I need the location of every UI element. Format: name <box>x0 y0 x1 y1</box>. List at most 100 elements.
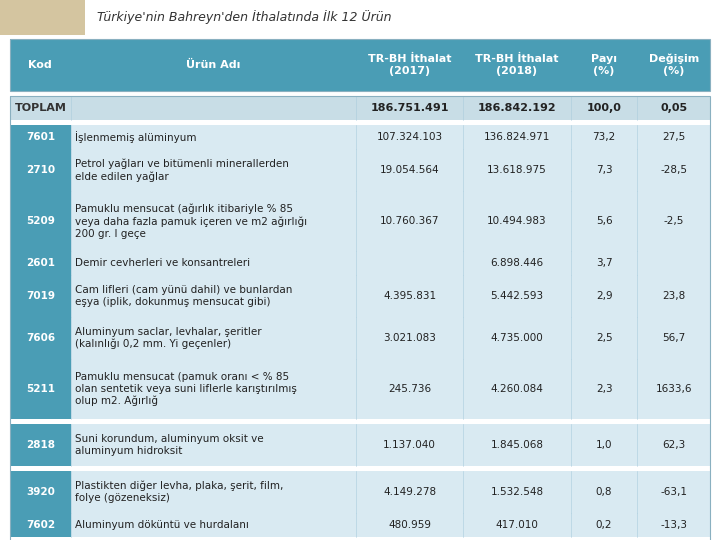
Text: Türkiye'nin Bahreyn'den İthalatında İlk 12 Ürün: Türkiye'nin Bahreyn'den İthalatında İlk … <box>97 10 392 24</box>
Text: 4.260.084: 4.260.084 <box>490 384 544 394</box>
Text: 2818: 2818 <box>26 440 55 450</box>
Bar <box>10 471 710 513</box>
Text: 1.532.548: 1.532.548 <box>490 487 544 497</box>
Bar <box>10 96 710 120</box>
Text: 3,7: 3,7 <box>595 258 613 268</box>
Bar <box>10 424 71 466</box>
Text: -2,5: -2,5 <box>664 216 684 226</box>
Text: 10.494.983: 10.494.983 <box>487 216 547 226</box>
Text: 136.824.971: 136.824.971 <box>484 132 550 142</box>
Text: 2,9: 2,9 <box>595 291 613 301</box>
Text: 5209: 5209 <box>26 216 55 226</box>
Bar <box>10 191 71 251</box>
Bar <box>10 251 71 275</box>
Text: 6.898.446: 6.898.446 <box>490 258 544 268</box>
Bar <box>10 191 710 251</box>
Text: 23,8: 23,8 <box>662 291 685 301</box>
Text: 5211: 5211 <box>26 384 55 394</box>
Text: 1633,6: 1633,6 <box>655 384 692 394</box>
Text: 0,05: 0,05 <box>660 103 688 113</box>
Text: Suni korundum, aluminyum oksit ve
aluminyum hidroksit: Suni korundum, aluminyum oksit ve alumin… <box>75 434 264 456</box>
Text: 10.760.367: 10.760.367 <box>380 216 439 226</box>
Text: 7,3: 7,3 <box>595 165 613 175</box>
Bar <box>10 120 710 125</box>
Bar <box>10 513 710 537</box>
Bar <box>10 149 710 191</box>
Bar <box>10 125 710 149</box>
Bar <box>10 359 71 419</box>
Text: 5.442.593: 5.442.593 <box>490 291 544 301</box>
Text: 3920: 3920 <box>26 487 55 497</box>
Text: 13.618.975: 13.618.975 <box>487 165 547 175</box>
Text: 19.054.564: 19.054.564 <box>380 165 439 175</box>
Text: 73,2: 73,2 <box>593 132 616 142</box>
Text: 107.324.103: 107.324.103 <box>377 132 443 142</box>
Text: 1.845.068: 1.845.068 <box>490 440 544 450</box>
Text: 2710: 2710 <box>26 165 55 175</box>
Text: 0,2: 0,2 <box>596 520 612 530</box>
Bar <box>10 96 71 120</box>
Bar <box>10 275 710 317</box>
Text: -28,5: -28,5 <box>660 165 687 175</box>
Text: 4.395.831: 4.395.831 <box>383 291 436 301</box>
Text: 2,5: 2,5 <box>595 333 613 343</box>
Text: Plastikten diğer levha, plaka, şerit, film,
folye (gözeneksiz): Plastikten diğer levha, plaka, şerit, fi… <box>75 481 283 503</box>
Text: 2601: 2601 <box>26 258 55 268</box>
Bar <box>10 513 71 537</box>
Text: Pamuklu mensucat (ağırlık itibariyle % 85
veya daha fazla pamuk içeren ve m2 ağı: Pamuklu mensucat (ağırlık itibariyle % 8… <box>75 204 307 239</box>
Bar <box>10 466 710 471</box>
Text: 186.842.192: 186.842.192 <box>478 103 557 113</box>
Bar <box>10 317 710 359</box>
Text: 4.735.000: 4.735.000 <box>490 333 544 343</box>
Bar <box>0 0 85 35</box>
Text: İşlenmemiş alüminyum: İşlenmemiş alüminyum <box>75 131 197 143</box>
Bar <box>10 317 71 359</box>
Text: -13,3: -13,3 <box>660 520 687 530</box>
Bar <box>10 39 710 91</box>
Bar <box>10 149 71 191</box>
Text: Pamuklu mensucat (pamuk oranı < % 85
olan sentetik veya suni liflerle karıştırıl: Pamuklu mensucat (pamuk oranı < % 85 ola… <box>75 372 297 406</box>
Text: 480.959: 480.959 <box>388 520 431 530</box>
Bar <box>10 91 710 96</box>
Text: 3.021.083: 3.021.083 <box>383 333 436 343</box>
Text: Değişim
(%): Değişim (%) <box>649 53 699 77</box>
Text: TR-BH İthalat
(2017): TR-BH İthalat (2017) <box>368 54 451 76</box>
Text: 7602: 7602 <box>26 520 55 530</box>
Text: 245.736: 245.736 <box>388 384 431 394</box>
Text: 417.010: 417.010 <box>495 520 539 530</box>
Text: 186.751.491: 186.751.491 <box>370 103 449 113</box>
Text: Aluminyum saclar, levhalar, şeritler
(kalınlığı 0,2 mm. Yi geçenler): Aluminyum saclar, levhalar, şeritler (ka… <box>75 327 261 349</box>
Bar <box>10 471 71 513</box>
Text: 27,5: 27,5 <box>662 132 685 142</box>
Text: 4.149.278: 4.149.278 <box>383 487 436 497</box>
Text: 56,7: 56,7 <box>662 333 685 343</box>
Bar <box>10 359 710 419</box>
Text: Aluminyum döküntü ve hurdalanı: Aluminyum döküntü ve hurdalanı <box>75 520 248 530</box>
Text: 62,3: 62,3 <box>662 440 685 450</box>
Text: TR-BH İthalat
(2018): TR-BH İthalat (2018) <box>475 54 559 76</box>
Text: TOPLAM: TOPLAM <box>14 103 66 113</box>
Bar <box>10 424 710 466</box>
Text: 7606: 7606 <box>26 333 55 343</box>
Text: 0,8: 0,8 <box>596 487 612 497</box>
Text: 7019: 7019 <box>26 291 55 301</box>
Text: Kod: Kod <box>29 60 53 70</box>
Bar <box>10 419 710 424</box>
Bar <box>10 251 710 275</box>
Text: Demir cevherleri ve konsantreleri: Demir cevherleri ve konsantreleri <box>75 258 250 268</box>
Bar <box>10 125 71 149</box>
Text: 1.137.040: 1.137.040 <box>383 440 436 450</box>
Text: -63,1: -63,1 <box>660 487 687 497</box>
Text: 5,6: 5,6 <box>595 216 613 226</box>
Bar <box>10 537 710 540</box>
Text: 1,0: 1,0 <box>596 440 612 450</box>
Text: 100,0: 100,0 <box>587 103 621 113</box>
Text: Cam lifleri (cam yünü dahil) ve bunlardan
eşya (iplik, dokunmuş mensucat gibi): Cam lifleri (cam yünü dahil) ve bunlarda… <box>75 285 292 307</box>
Bar <box>10 275 71 317</box>
Text: Petrol yağları ve bitümenli minerallerden
elde edilen yağlar: Petrol yağları ve bitümenli minerallerde… <box>75 158 289 181</box>
Text: Payı
(%): Payı (%) <box>591 54 617 76</box>
Text: 2,3: 2,3 <box>595 384 613 394</box>
Text: Ürün Adı: Ürün Adı <box>186 60 240 70</box>
Text: 7601: 7601 <box>26 132 55 142</box>
Bar <box>10 39 710 91</box>
